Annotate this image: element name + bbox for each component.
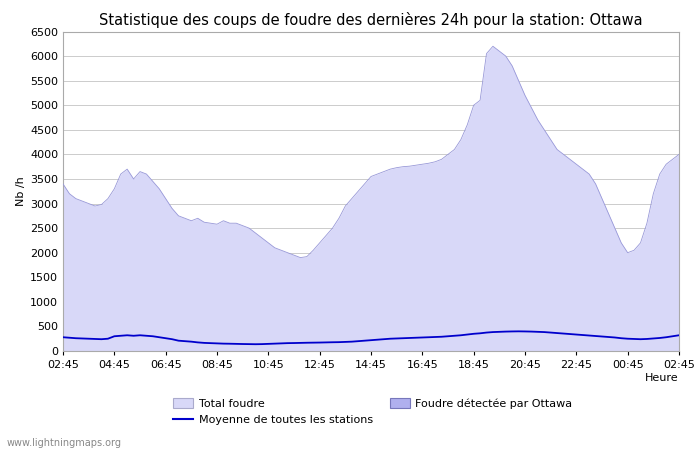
Text: Heure: Heure bbox=[645, 374, 679, 383]
Title: Statistique des coups de foudre des dernières 24h pour la station: Ottawa: Statistique des coups de foudre des dern… bbox=[99, 12, 643, 27]
Y-axis label: Nb /h: Nb /h bbox=[16, 176, 26, 206]
Legend: Total foudre, Moyenne de toutes les stations, Foudre détectée par Ottawa: Total foudre, Moyenne de toutes les stat… bbox=[174, 398, 573, 425]
Text: www.lightningmaps.org: www.lightningmaps.org bbox=[7, 438, 122, 448]
